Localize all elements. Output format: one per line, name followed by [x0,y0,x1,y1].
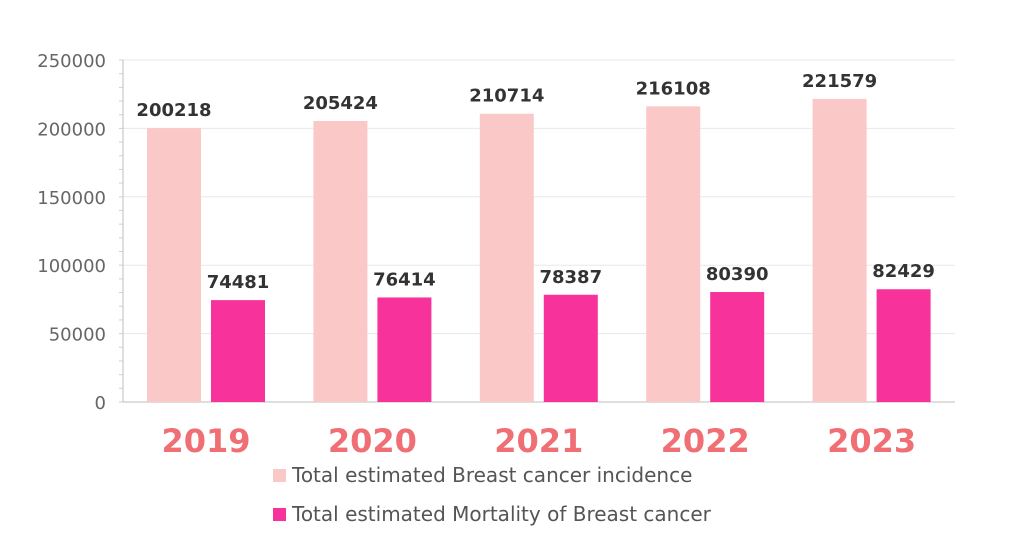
y-tick-label: 100000 [37,256,106,277]
legend-item-mortality: Total estimated Mortality of Breast canc… [273,502,711,526]
y-tick-label: 50000 [49,325,106,346]
bar-incidence [313,120,368,402]
bar-mortality [710,292,765,402]
y-tick-label: 0 [95,393,106,414]
bar-mortality [211,300,265,402]
data-label-incidence: 221579 [802,71,877,92]
data-label-mortality: 76414 [373,269,436,290]
x-category-label: 2023 [827,422,916,460]
bar-mortality [543,294,598,402]
x-category-label: 2021 [494,422,583,460]
y-tick-label: 200000 [37,119,106,140]
bar-incidence [479,113,534,402]
legend-label-mortality: Total estimated Mortality of Breast canc… [292,502,711,526]
data-label-mortality: 74481 [207,272,270,293]
data-label-mortality: 82429 [872,261,935,282]
legend-swatch-mortality [273,507,286,521]
data-label-incidence: 210714 [469,86,544,107]
data-label-incidence: 216108 [636,78,711,99]
data-label-incidence: 200218 [136,100,211,121]
y-tick-label: 250000 [37,51,106,72]
data-label-incidence: 205424 [303,93,378,114]
x-category-label: 2022 [661,422,750,460]
legend: Total estimated Breast cancer incidence … [273,463,711,542]
legend-item-incidence: Total estimated Breast cancer incidence [273,463,711,487]
x-category-label: 2019 [161,422,250,460]
legend-swatch-incidence [273,468,286,482]
bar-mortality [876,289,931,402]
x-category-label: 2020 [328,422,417,460]
data-label-mortality: 80390 [706,264,769,285]
bar-incidence [812,98,867,402]
y-tick-label: 150000 [37,188,106,209]
data-label-mortality: 78387 [539,267,602,288]
bar-mortality [377,297,432,402]
bar-incidence [646,106,701,402]
bar-chart: 0 50000 100000 150000 200000 250000 200218 7448… [37,51,955,460]
bar-incidence [147,128,201,402]
legend-label-incidence: Total estimated Breast cancer incidence [292,463,693,487]
